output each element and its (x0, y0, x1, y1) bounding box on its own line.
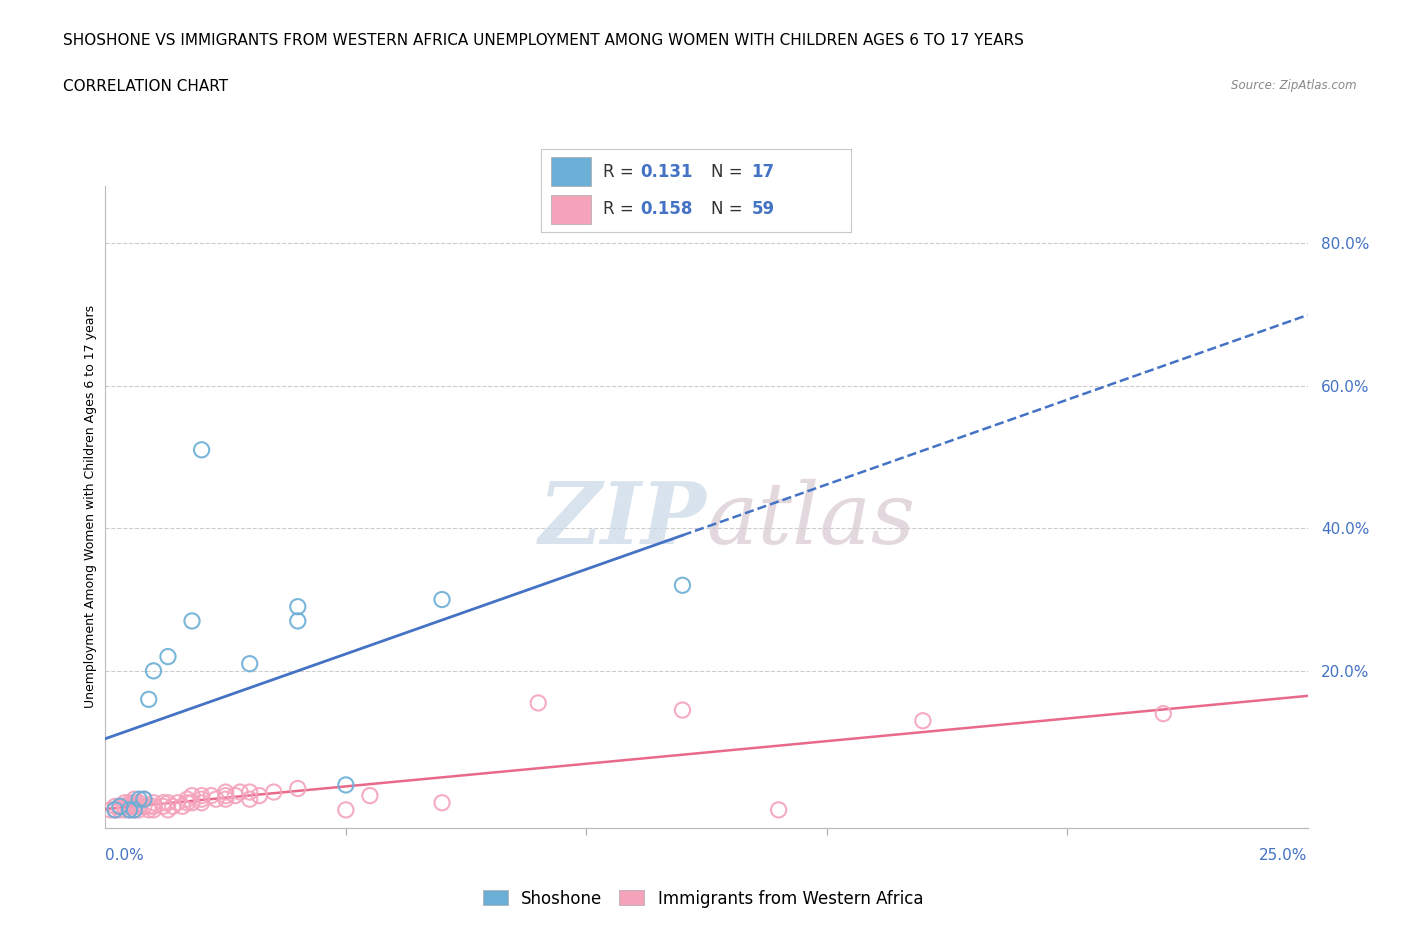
Point (172, 799, 194, 814)
Point (359, 789, 381, 804)
Point (671, 578, 693, 592)
Point (114, 799, 136, 814)
Point (142, 795, 165, 810)
Point (671, 703, 693, 718)
Point (162, 799, 184, 814)
Point (768, 803, 790, 817)
Point (200, 789, 222, 804)
Point (114, 803, 136, 817)
Point (128, 799, 150, 814)
Text: CORRELATION CHART: CORRELATION CHART (63, 79, 228, 94)
Legend: Shoshone, Immigrants from Western Africa: Shoshone, Immigrants from Western Africa (477, 883, 929, 914)
Text: 59: 59 (752, 201, 775, 219)
Point (108, 803, 131, 817)
Point (128, 803, 150, 817)
Text: 0.131: 0.131 (640, 163, 693, 180)
Text: Source: ZipAtlas.com: Source: ZipAtlas.com (1232, 79, 1357, 92)
Text: ZIP: ZIP (538, 478, 707, 562)
Point (124, 791, 146, 806)
Point (181, 614, 204, 629)
Bar (551, 195, 591, 224)
Point (224, 789, 246, 804)
Point (190, 443, 212, 458)
Point (190, 789, 212, 804)
Point (152, 799, 174, 814)
Point (138, 799, 160, 814)
Point (176, 791, 198, 806)
Point (287, 781, 309, 796)
Point (247, 789, 270, 804)
Text: atlas: atlas (707, 478, 915, 561)
Point (118, 803, 141, 817)
Text: 0.158: 0.158 (640, 201, 693, 219)
Point (335, 803, 357, 817)
Point (181, 789, 204, 804)
Point (104, 803, 127, 817)
Point (114, 795, 136, 810)
Point (205, 791, 228, 806)
Point (287, 599, 309, 614)
Point (335, 777, 357, 792)
Point (239, 791, 262, 806)
Point (156, 795, 179, 810)
Point (124, 795, 146, 810)
Point (132, 799, 155, 814)
Point (142, 799, 165, 814)
Point (124, 803, 146, 817)
Point (176, 795, 198, 810)
Point (142, 663, 165, 678)
Point (138, 803, 160, 817)
Point (132, 791, 155, 806)
Point (124, 803, 146, 817)
Point (104, 799, 127, 814)
Point (104, 803, 127, 817)
Point (108, 799, 131, 814)
Point (430, 795, 453, 810)
Point (132, 791, 155, 806)
Bar (551, 157, 591, 187)
Text: 17: 17 (752, 163, 775, 180)
Point (166, 795, 188, 810)
Point (911, 713, 934, 728)
Point (430, 592, 453, 607)
Point (190, 795, 212, 810)
Text: 0.0%: 0.0% (105, 848, 145, 863)
Point (287, 614, 309, 629)
Point (118, 803, 141, 817)
Text: N =: N = (711, 201, 748, 219)
Point (229, 785, 252, 800)
Point (214, 785, 236, 800)
Point (239, 785, 262, 800)
Point (128, 795, 150, 810)
Point (1152, 706, 1174, 721)
Point (263, 785, 285, 800)
Point (138, 692, 160, 707)
Point (142, 803, 165, 817)
Point (190, 791, 212, 806)
Text: R =: R = (603, 163, 640, 180)
Point (118, 799, 141, 814)
Point (124, 799, 146, 814)
Point (118, 795, 141, 810)
Point (128, 791, 150, 806)
Point (108, 799, 131, 814)
Point (239, 657, 262, 671)
Point (214, 791, 236, 806)
Point (214, 789, 236, 804)
Point (527, 696, 550, 711)
Text: SHOSHONE VS IMMIGRANTS FROM WESTERN AFRICA UNEMPLOYMENT AMONG WOMEN WITH CHILDRE: SHOSHONE VS IMMIGRANTS FROM WESTERN AFRI… (63, 33, 1024, 47)
Point (98, 803, 121, 817)
Point (152, 795, 174, 810)
Text: R =: R = (603, 201, 640, 219)
Point (156, 803, 179, 817)
Point (156, 649, 179, 664)
Y-axis label: Unemployment Among Women with Children Ages 6 to 17 years: Unemployment Among Women with Children A… (84, 305, 97, 709)
Point (181, 795, 204, 810)
Text: N =: N = (711, 163, 748, 180)
Text: 25.0%: 25.0% (1260, 848, 1308, 863)
